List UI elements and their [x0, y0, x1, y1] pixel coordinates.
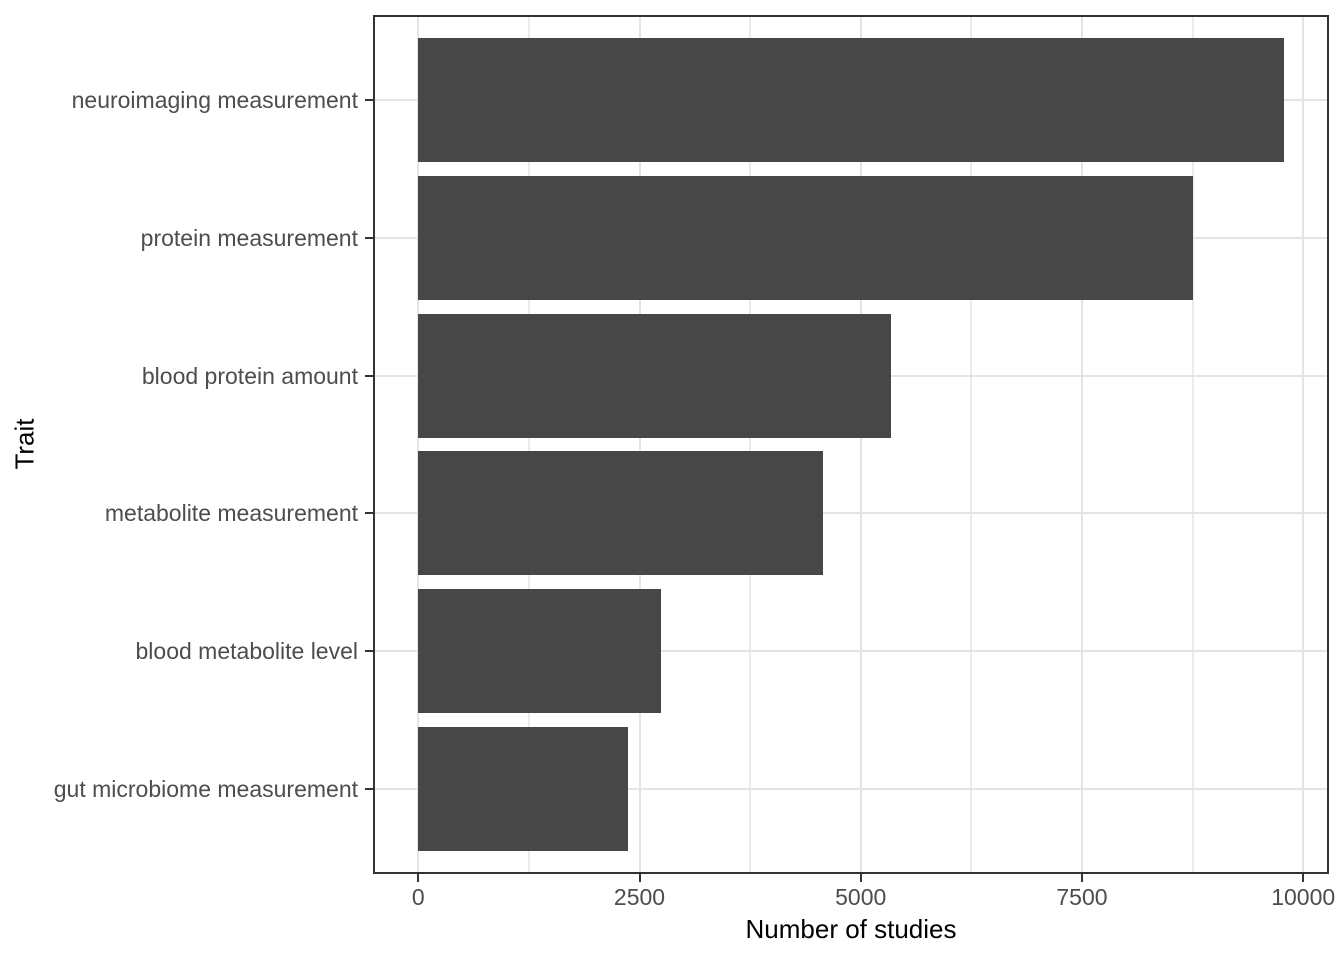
bar-neuroimaging-measurement: [418, 38, 1284, 162]
x-tick-label-7500: 7500: [1056, 884, 1108, 910]
x-gridline-major-7500: [1080, 17, 1083, 872]
x-gridline-minor-3750: [749, 17, 752, 872]
y-gridline-metabolite-measurement: [375, 512, 1327, 515]
x-gridline-major-5000: [859, 17, 862, 872]
y-gridline-gut-microbiome-measurement: [375, 788, 1327, 791]
y-tick-protein-measurement: [365, 236, 373, 239]
y-tick-gut-microbiome-measurement: [365, 788, 373, 791]
x-gridline-minor-8750: [1191, 17, 1194, 872]
y-tick-metabolite-measurement: [365, 512, 373, 515]
x-tick-label-0: 0: [411, 884, 425, 910]
bar-blood-metabolite-level: [418, 589, 661, 713]
x-gridline-major-2500: [638, 17, 641, 872]
y-axis-title: Trait: [9, 418, 40, 470]
y-label-metabolite-measurement: metabolite measurement: [104, 500, 358, 527]
x-gridline-minor-6250: [970, 17, 973, 872]
bar-protein-measurement: [418, 176, 1194, 300]
y-label-neuroimaging-measurement: neuroimaging measurement: [71, 86, 358, 113]
y-label-blood-metabolite-level: blood metabolite level: [135, 638, 358, 665]
x-axis-title: Number of studies: [745, 914, 957, 944]
y-label-protein-measurement: protein measurement: [140, 224, 358, 251]
x-tick-label-5000: 5000: [835, 884, 887, 910]
x-tick-0: [417, 874, 420, 882]
y-gridline-blood-metabolite-level: [375, 650, 1327, 653]
x-tick-label-2500: 2500: [613, 884, 666, 910]
bar-blood-protein-amount: [418, 314, 891, 438]
x-gridline-major-0: [417, 17, 420, 872]
plot-panel: [373, 15, 1329, 874]
y-tick-blood-protein-amount: [365, 374, 373, 377]
y-tick-blood-metabolite-level: [365, 650, 373, 653]
x-tick-label-10000: 10000: [1271, 884, 1336, 910]
x-tick-10000: [1302, 874, 1305, 882]
y-tick-neuroimaging-measurement: [365, 98, 373, 101]
x-tick-5000: [859, 874, 862, 882]
bar-gut-microbiome-measurement: [418, 727, 628, 851]
x-tick-7500: [1080, 874, 1083, 882]
x-gridline-major-10000: [1302, 17, 1305, 872]
x-gridline-minor-1250: [527, 17, 530, 872]
x-tick-2500: [638, 874, 641, 882]
bar-metabolite-measurement: [418, 451, 823, 575]
y-label-blood-protein-amount: blood protein amount: [141, 362, 358, 389]
y-label-gut-microbiome-measurement: gut microbiome measurement: [53, 776, 358, 803]
